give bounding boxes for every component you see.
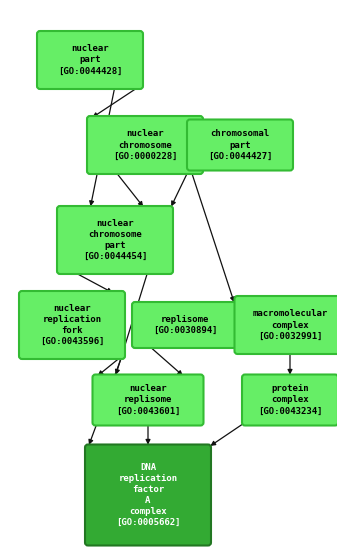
Text: nuclear
replication
fork
[GO:0043596]: nuclear replication fork [GO:0043596] xyxy=(40,304,104,346)
FancyBboxPatch shape xyxy=(57,206,173,274)
FancyBboxPatch shape xyxy=(87,116,203,174)
Text: nuclear
chromosome
part
[GO:0044454]: nuclear chromosome part [GO:0044454] xyxy=(83,219,147,261)
FancyBboxPatch shape xyxy=(37,31,143,89)
FancyBboxPatch shape xyxy=(235,296,337,354)
FancyBboxPatch shape xyxy=(132,302,238,348)
Text: replisome
[GO:0030894]: replisome [GO:0030894] xyxy=(153,315,217,335)
Text: protein
complex
[GO:0043234]: protein complex [GO:0043234] xyxy=(258,385,322,415)
Text: nuclear
chromosome
[GO:0000228]: nuclear chromosome [GO:0000228] xyxy=(113,129,177,160)
FancyBboxPatch shape xyxy=(187,120,293,170)
FancyBboxPatch shape xyxy=(85,445,211,545)
Text: DNA
replication
factor
A
complex
[GO:0005662]: DNA replication factor A complex [GO:000… xyxy=(116,463,180,527)
FancyBboxPatch shape xyxy=(92,375,204,425)
Text: nuclear
part
[GO:0044428]: nuclear part [GO:0044428] xyxy=(58,45,122,75)
FancyBboxPatch shape xyxy=(242,375,337,425)
Text: macromolecular
complex
[GO:0032991]: macromolecular complex [GO:0032991] xyxy=(252,310,328,341)
FancyBboxPatch shape xyxy=(19,291,125,359)
Text: nuclear
replisome
[GO:0043601]: nuclear replisome [GO:0043601] xyxy=(116,385,180,415)
Text: chromosomal
part
[GO:0044427]: chromosomal part [GO:0044427] xyxy=(208,129,272,160)
